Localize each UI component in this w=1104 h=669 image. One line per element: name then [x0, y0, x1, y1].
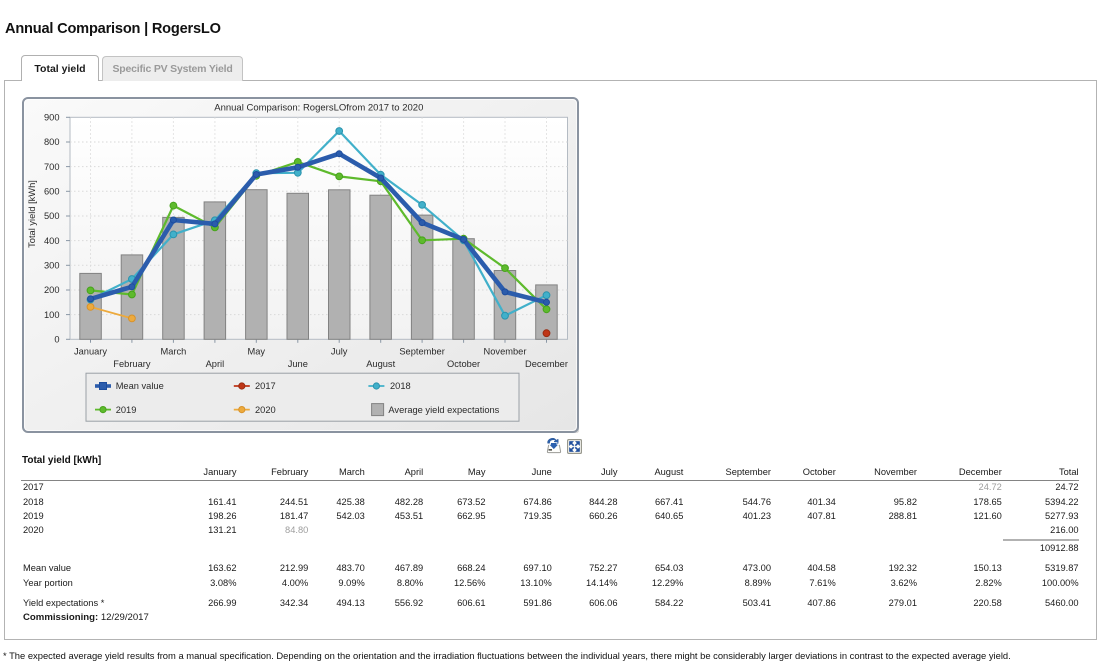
svg-text:June: June — [288, 359, 308, 369]
svg-text:2020: 2020 — [255, 405, 276, 415]
svg-text:January: January — [74, 347, 107, 357]
svg-text:2019: 2019 — [116, 405, 137, 415]
svg-text:100: 100 — [44, 310, 60, 320]
svg-text:300: 300 — [44, 261, 60, 271]
svg-text:April: April — [206, 359, 225, 369]
svg-text:Total yield [kWh]: Total yield [kWh] — [27, 180, 37, 248]
svg-text:Mean value: Mean value — [116, 381, 164, 391]
svg-text:September: September — [399, 347, 444, 357]
svg-text:August: August — [366, 359, 395, 369]
svg-text:October: October — [447, 359, 480, 369]
svg-text:March: March — [160, 347, 186, 357]
svg-text:2018: 2018 — [390, 381, 411, 391]
svg-text:600: 600 — [44, 187, 60, 197]
svg-text:Average yield expectations: Average yield expectations — [388, 405, 499, 415]
svg-text:900: 900 — [44, 113, 60, 123]
svg-text:February: February — [113, 359, 151, 369]
svg-text:500: 500 — [44, 211, 60, 221]
svg-text:0: 0 — [54, 335, 59, 345]
svg-text:700: 700 — [44, 162, 60, 172]
svg-text:December: December — [525, 359, 568, 369]
svg-text:2017: 2017 — [255, 381, 276, 391]
svg-text:Annual Comparison: RogersLOfro: Annual Comparison: RogersLOfrom 2017 to … — [214, 103, 423, 114]
svg-text:800: 800 — [44, 137, 60, 147]
svg-text:November: November — [484, 347, 527, 357]
svg-text:200: 200 — [44, 285, 60, 295]
svg-text:July: July — [331, 347, 348, 357]
svg-text:May: May — [248, 347, 266, 357]
svg-text:400: 400 — [44, 236, 60, 246]
